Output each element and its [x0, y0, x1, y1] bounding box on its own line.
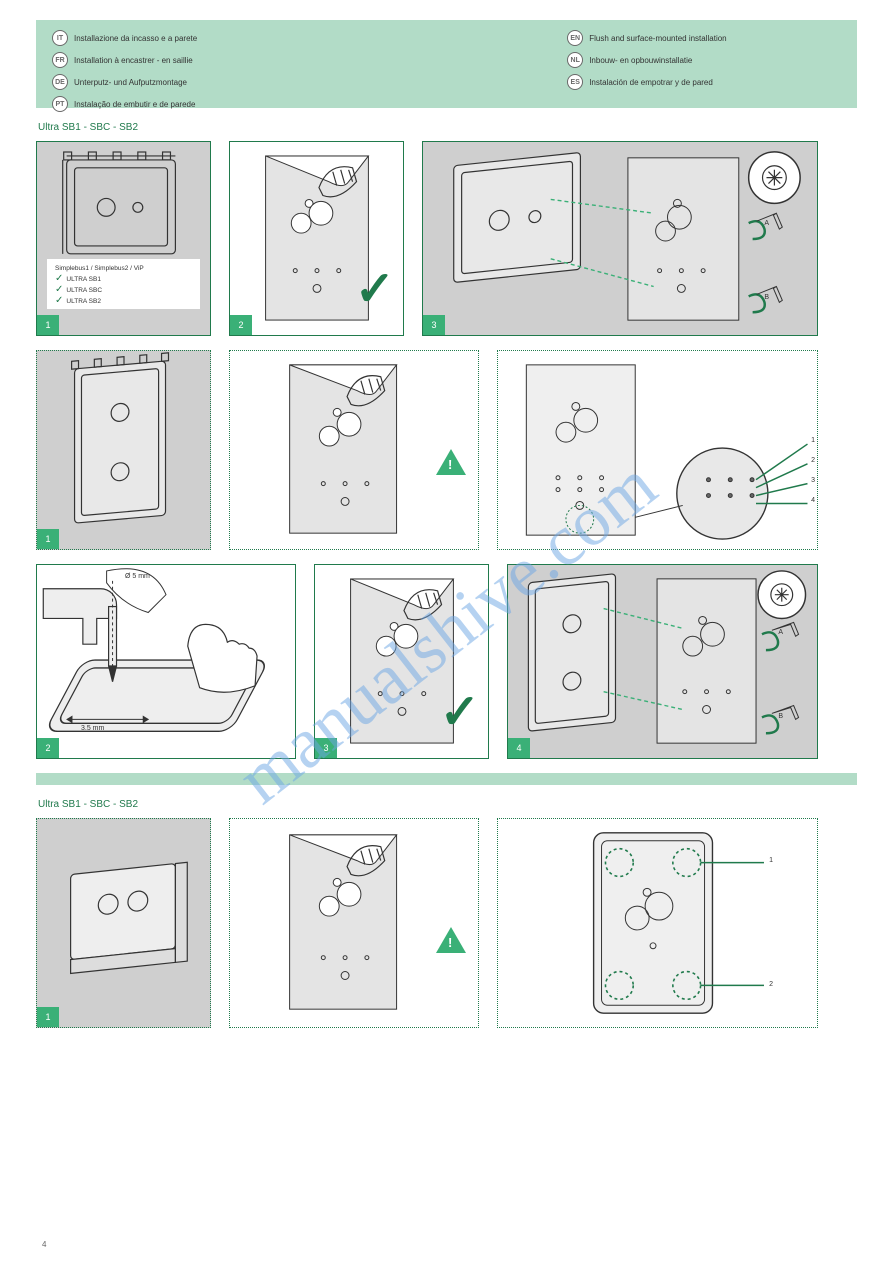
- lang-badge: ES: [567, 74, 583, 90]
- row-b: 1: [36, 350, 857, 550]
- step-number: 2: [230, 315, 252, 335]
- mount-plate-illustration: [423, 142, 817, 335]
- tall-flush-box-illustration: [37, 351, 210, 549]
- lang-label: Instalação de embutir e de parede: [74, 100, 195, 109]
- model-list-box: Simplebus1 / Simplebus2 / ViP ✓ULTRA SB1…: [47, 259, 200, 309]
- panel-d1: 1: [36, 818, 211, 1028]
- step-number: 3: [423, 315, 445, 335]
- lang-nl: NL Inbouw- en opbouwinstallatie: [567, 52, 726, 68]
- section-d-title: Ultra SB1 - SBC - SB2: [38, 799, 857, 810]
- panel-a3: 3: [422, 141, 818, 336]
- lang-badge: FR: [52, 52, 68, 68]
- panel-c1-drill: 2: [36, 564, 296, 759]
- dim-label-1: 1: [811, 437, 815, 444]
- model: ULTRA SBC: [66, 287, 102, 294]
- warning-icon: [436, 927, 466, 953]
- surface-box-illustration: [37, 819, 210, 1027]
- page-container: IT Installazione da incasso e a parete F…: [0, 0, 893, 1028]
- lang-fr: FR Installation à encastrer - en saillie: [52, 52, 197, 68]
- model: ULTRA SB2: [66, 298, 101, 305]
- panel-d2-warning: [229, 818, 479, 1028]
- lang-label: Installation à encastrer - en saillie: [74, 56, 193, 65]
- row-d: 1: [36, 818, 857, 1028]
- step-number: 1: [37, 315, 59, 335]
- caption: Simplebus1 / Simplebus2 / ViP: [55, 265, 192, 273]
- plate-dimensions-illustration: [498, 351, 817, 549]
- lang-label: Instalación de empotrar y de pared: [589, 78, 713, 87]
- panel-a2: 2 ✓: [229, 141, 404, 336]
- row-c: 2: [36, 564, 857, 759]
- step-number: 1: [37, 529, 59, 549]
- lang-badge: EN: [567, 30, 583, 46]
- lang-badge: NL: [567, 52, 583, 68]
- step-number: 1: [37, 1007, 59, 1027]
- panel-b3-dimensions: 1 2 3 4: [497, 350, 818, 550]
- dim-label-3: 3: [811, 477, 815, 484]
- lang-de: DE Unterputz- und Aufputzmontage: [52, 74, 197, 90]
- check-icon: ✓: [55, 295, 63, 306]
- step-number: 3: [315, 738, 337, 758]
- section-divider: [36, 773, 857, 785]
- model: ULTRA SB1: [66, 276, 101, 283]
- dim-label-2: 2: [769, 981, 773, 988]
- screw-label-a: A: [764, 220, 769, 227]
- panel-b1: 1: [36, 350, 211, 550]
- page-number: 4: [42, 1240, 46, 1249]
- checkmark-icon: ✓: [355, 261, 395, 317]
- screw-label-a: A: [778, 629, 783, 636]
- lang-badge: DE: [52, 74, 68, 90]
- lang-label: Inbouw- en opbouwinstallatie: [589, 56, 692, 65]
- step-number: 4: [508, 738, 530, 758]
- lang-en: EN Flush and surface-mounted installatio…: [567, 30, 726, 46]
- section-a-title: Ultra SB1 - SBC - SB2: [38, 122, 857, 133]
- lang-badge: PT: [52, 96, 68, 112]
- step-number: 2: [37, 738, 59, 758]
- screw-label-b: B: [764, 294, 769, 301]
- checkmark-icon: ✓: [440, 684, 480, 740]
- panel-a1: 1 Simplebus1 / Simplebus2 / ViP ✓ULTRA S…: [36, 141, 211, 336]
- screw-label-b: B: [778, 713, 783, 720]
- panel-c2: 3 ✓: [314, 564, 489, 759]
- lang-col-left: IT Installazione da incasso e a parete F…: [52, 30, 197, 98]
- panel-c3: 4: [507, 564, 818, 759]
- lang-label: Installazione da incasso e a parete: [74, 34, 197, 43]
- template-warning-illustration: [230, 819, 478, 1027]
- plate-holes-illustration: [498, 819, 817, 1027]
- panel-d3-plate: 1 2: [497, 818, 818, 1028]
- warning-icon: [436, 449, 466, 475]
- lang-pt: PT Instalação de embutir e de parede: [52, 96, 197, 112]
- language-header: IT Installazione da incasso e a parete F…: [36, 20, 857, 108]
- check-icon: ✓: [55, 273, 63, 284]
- lang-label: Unterputz- und Aufputzmontage: [74, 78, 187, 87]
- lang-es: ES Instalación de empotrar y de pared: [567, 74, 726, 90]
- dim-label-2: 2: [811, 457, 815, 464]
- drilling-illustration: [37, 565, 295, 758]
- lang-it: IT Installazione da incasso e a parete: [52, 30, 197, 46]
- dim-label-1: 1: [769, 857, 773, 864]
- check-icon: ✓: [55, 284, 63, 295]
- measure-label: 3.5 mm: [81, 725, 104, 732]
- lang-label: Flush and surface-mounted installation: [589, 34, 726, 43]
- drill-diameter: Ø 5 mm: [125, 573, 150, 580]
- lang-col-right: EN Flush and surface-mounted installatio…: [567, 30, 726, 98]
- dim-label-4: 4: [811, 497, 815, 504]
- panel-b2-warning: [229, 350, 479, 550]
- mount-plate-tall-illustration: [508, 565, 817, 758]
- lang-badge: IT: [52, 30, 68, 46]
- row-a: 1 Simplebus1 / Simplebus2 / ViP ✓ULTRA S…: [36, 141, 857, 336]
